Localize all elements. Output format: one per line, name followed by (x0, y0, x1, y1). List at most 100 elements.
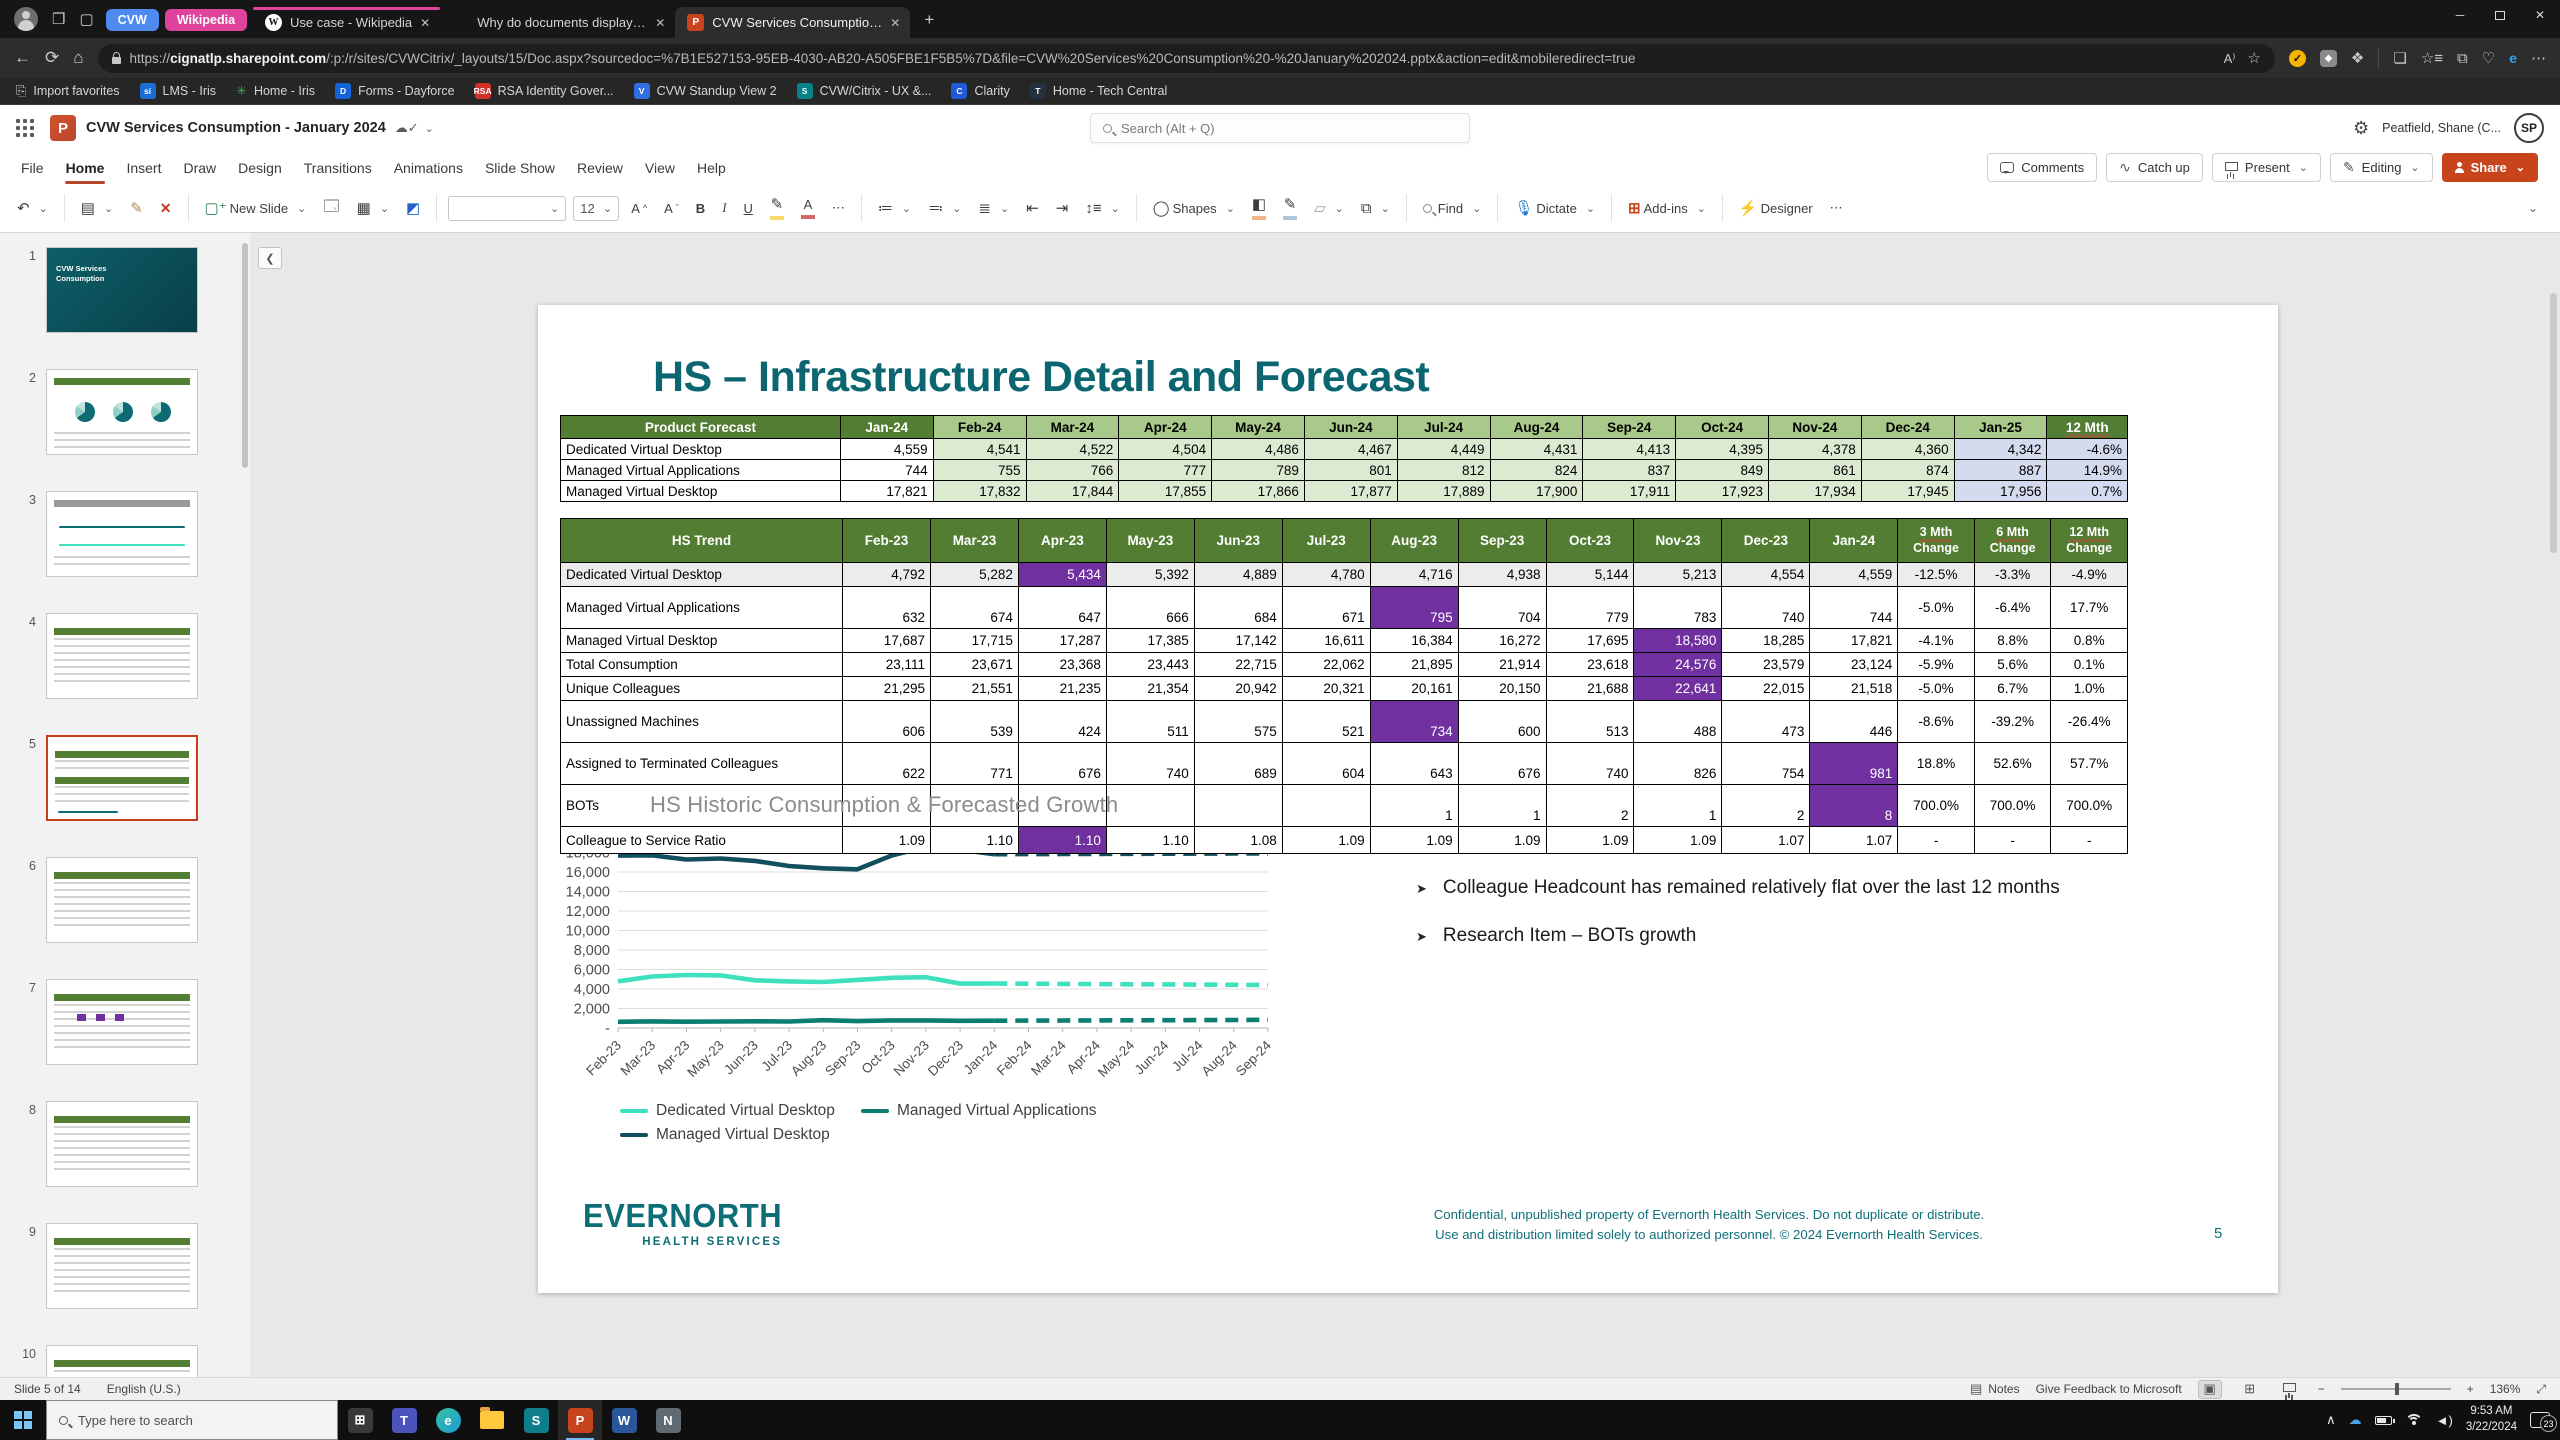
menu-design[interactable]: Design (238, 159, 282, 176)
bookmark-item[interactable]: T Home - Tech Central (1029, 83, 1167, 99)
ie-mode-icon[interactable]: e (2509, 50, 2517, 66)
browser-tab[interactable]: W Use case - Wikipedia ✕ (253, 7, 441, 38)
tray-chevron-icon[interactable]: ∧ (2326, 1412, 2336, 1427)
refresh-icon[interactable]: ⟳ (45, 48, 60, 67)
dictate-button[interactable]: 🎙 Dictate ⌄ (1514, 200, 1596, 217)
slide-title[interactable]: HS – Infrastructure Detail and Forecast (653, 353, 1430, 401)
battery-icon[interactable] (2374, 1415, 2395, 1425)
account-avatar[interactable]: SP (2514, 113, 2544, 143)
numbering-button[interactable]: ≕ ⌄ (928, 200, 962, 217)
slide-thumbnail-6[interactable] (46, 857, 198, 943)
theme-icon[interactable]: ◩ (406, 200, 421, 217)
thumbnail-scrollbar[interactable] (242, 243, 248, 468)
browser-profile-avatar[interactable] (14, 7, 38, 31)
home-icon[interactable]: ⌂ (73, 48, 84, 67)
outdent-button[interactable]: ⇤ (1026, 200, 1039, 217)
volume-icon[interactable]: ◄) (2435, 1412, 2453, 1428)
address-bar[interactable]: https://cignatlp.sharepoint.com/:p:/r/si… (97, 43, 2275, 73)
bookmark-item[interactable]: D Forms - Dayforce (335, 83, 455, 99)
powerpoint-icon[interactable]: P (558, 1400, 602, 1440)
grow-font-button[interactable]: A ^ (631, 200, 648, 216)
start-button[interactable] (0, 1400, 46, 1440)
back-icon[interactable]: ← (14, 48, 31, 67)
bookmark-item[interactable]: si LMS - Iris (139, 83, 216, 99)
menu-file[interactable]: File (21, 159, 44, 176)
search-input[interactable]: Search (Alt + Q) (1090, 113, 1470, 143)
notes-button[interactable]: ▤ Notes (1969, 1381, 2020, 1396)
new-tab-button[interactable]: + (924, 10, 935, 29)
catch-up-button[interactable]: ∿ Catch up (2106, 153, 2203, 182)
underline-button[interactable]: U (743, 200, 753, 216)
file-explorer-icon[interactable] (470, 1400, 514, 1440)
slide-thumbnail-5[interactable] (46, 735, 198, 821)
teams-icon[interactable]: T (382, 1400, 426, 1440)
favorites-icon[interactable]: ☆≡ (2420, 49, 2444, 67)
taskbar-search-input[interactable]: Type here to search (46, 1400, 338, 1440)
shapes-button[interactable]: ◯ Shapes ⌄ (1152, 200, 1235, 217)
consumption-chart[interactable]: - 2,000 4,000 6,000 8,000 10,000 12,000 14,000 1… (546, 810, 1321, 1102)
taskbar-clock[interactable]: 9:53 AM 3/22/2024 (2465, 1405, 2517, 1433)
zoom-level[interactable]: 136% (2489, 1382, 2521, 1396)
editing-mode-button[interactable]: ✎ Editing ⌄ (2329, 153, 2433, 182)
tab-close-icon[interactable]: ✕ (890, 15, 901, 30)
menu-home[interactable]: Home (55, 154, 116, 184)
feedback-link[interactable]: Give Feedback to Microsoft (2035, 1382, 2182, 1396)
delete-button[interactable]: ✕ (159, 199, 172, 216)
menu-review[interactable]: Review (577, 159, 623, 176)
present-button[interactable]: Present ⌄ (2211, 153, 2321, 182)
collapse-panel-button[interactable]: ❮ (258, 247, 282, 269)
menu-help[interactable]: Help (697, 159, 726, 176)
onedrive-icon[interactable]: ☁ (2348, 1412, 2362, 1427)
indent-button[interactable]: ⇥ (1055, 200, 1069, 217)
slide-thumbnail-9[interactable] (46, 1223, 198, 1309)
bookmark-item[interactable]: ✳ Home - Iris (236, 83, 315, 99)
paste-button[interactable]: ▤ ⌄ (80, 200, 114, 217)
bookmark-item[interactable]: S CVW/Citrix - UX &... (796, 83, 931, 99)
bookmark-item[interactable]: C Clarity (951, 83, 1010, 99)
highlight-color-button[interactable]: ✎ (765, 193, 789, 224)
edge-icon[interactable]: e (426, 1400, 470, 1440)
italic-button[interactable]: I (722, 200, 727, 215)
browser-tab[interactable]: Why do documents display diffe ✕ (440, 7, 675, 38)
more-font-options-icon[interactable]: ⋯ (831, 200, 845, 215)
tab-close-icon[interactable]: ✕ (655, 15, 666, 30)
bookmark-item[interactable]: ⎘ Import favorites (16, 83, 120, 99)
slide-thumbnail-8[interactable] (46, 1101, 198, 1187)
slide-thumbnail-10[interactable] (46, 1345, 198, 1377)
settings-menu-icon[interactable]: ⋯ (2531, 49, 2546, 67)
bookmark-item[interactable]: RSA RSA Identity Gover... (474, 83, 614, 99)
new-slide-button[interactable]: ▢⁺ New Slide ⌄ (204, 200, 307, 217)
layout-button[interactable]: ▦ ⌄ (356, 200, 390, 217)
ribbon-overflow-icon[interactable]: ⋯ (1829, 200, 1843, 215)
chart-title[interactable]: HS Historic Consumption & Forecasted Gro… (650, 792, 1119, 817)
line-spacing-button[interactable]: ↕≡ ⌄ (1085, 199, 1120, 217)
font-color-button[interactable]: A (796, 194, 820, 223)
zoom-in-button[interactable]: + (2466, 1382, 2474, 1396)
menu-draw[interactable]: Draw (183, 159, 217, 176)
workspaces-icon[interactable]: ❒ (52, 10, 66, 28)
bold-button[interactable]: B (695, 200, 706, 216)
grid-view-button[interactable]: ⊞ (2244, 1381, 2256, 1396)
tab-close-icon[interactable]: ✕ (420, 15, 431, 30)
slide-thumbnail-4[interactable] (46, 613, 198, 699)
window-close-button[interactable]: ✕ (2534, 8, 2546, 22)
language-indicator[interactable]: English (U.S.) (106, 1382, 181, 1396)
account-name[interactable]: Peatfield, Shane (C... (2382, 121, 2501, 135)
zoom-out-button[interactable]: − (2317, 1382, 2325, 1396)
slide-thumbnail-1[interactable]: CVW Services Consumption (46, 247, 198, 333)
shape-fill-button[interactable]: ◧ (1247, 193, 1271, 224)
shape-outline-button[interactable]: ✎ (1278, 193, 1302, 224)
find-button[interactable]: Find ⌄ (1418, 197, 1487, 220)
zoom-slider[interactable] (2340, 1383, 2451, 1395)
notifications-icon[interactable]: 23 (2530, 1412, 2557, 1432)
slide-preview-icon[interactable]: 🗔 (323, 197, 340, 215)
tab-group-wikipedia[interactable]: Wikipedia (164, 9, 248, 31)
norton-extension-icon[interactable]: ✓ (2288, 49, 2306, 67)
password-extension-icon[interactable]: ◆ (2319, 49, 2337, 67)
designer-button[interactable]: ⚡ Designer (1738, 200, 1813, 217)
title-chevron-icon[interactable]: ⌄ (424, 122, 434, 135)
ribbon-collapse-icon[interactable]: ⌄ (2527, 201, 2538, 215)
bullet-item[interactable]: ➤ Research Item – BOTs growth (1416, 925, 2256, 947)
tab-actions-icon[interactable]: ▢ (79, 10, 94, 28)
undo-button[interactable]: ↶ ⌄ (17, 200, 48, 217)
